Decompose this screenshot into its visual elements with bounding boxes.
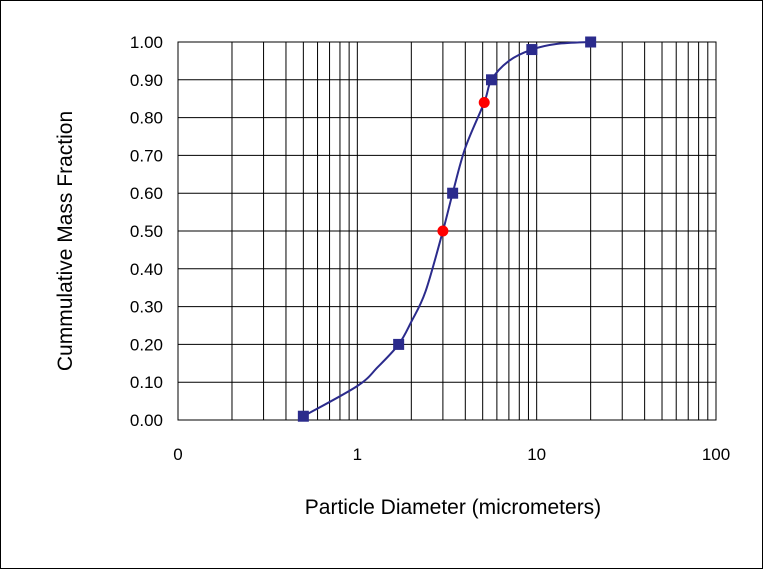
y-tick-label: 0.00 <box>130 411 163 430</box>
y-tick-label: 1.00 <box>130 33 163 52</box>
y-tick-label: 0.60 <box>130 184 163 203</box>
y-tick-label: 0.40 <box>130 260 163 279</box>
y-axis-title: Cummulative Mass Fraction <box>54 111 77 371</box>
y-tick-label: 0.80 <box>130 109 163 128</box>
data-point-square <box>447 187 459 199</box>
x-axis-title: Particle Diameter (micrometers) <box>305 496 601 519</box>
data-point-square <box>393 338 405 350</box>
data-markers-layer <box>297 36 597 422</box>
y-tick-label: 0.10 <box>130 373 163 392</box>
y-tick-label: 0.20 <box>130 335 163 354</box>
data-point-circle <box>478 96 490 108</box>
x-tick-label: 0 <box>173 445 182 464</box>
y-tick-label: 0.30 <box>130 298 163 317</box>
y-tick-label: 0.90 <box>130 71 163 90</box>
x-tick-label: 100 <box>702 445 730 464</box>
x-tick-label: 10 <box>527 445 546 464</box>
plot-area-border <box>177 41 717 421</box>
y-tick-label: 0.50 <box>130 222 163 241</box>
x-axis-tick-labels: 0 1 10 100 <box>173 445 730 464</box>
y-tick-label: 0.70 <box>130 146 163 165</box>
y-axis-tick-labels: 0.00 0.10 0.20 0.30 0.40 0.50 0.60 0.70 0.80 0.90… <box>130 33 163 430</box>
data-point-circle <box>437 225 449 237</box>
data-point-square <box>526 44 538 56</box>
x-tick-label: 1 <box>353 445 362 464</box>
data-point-square <box>297 410 309 422</box>
data-point-square <box>486 74 498 86</box>
data-point-square <box>585 36 597 48</box>
